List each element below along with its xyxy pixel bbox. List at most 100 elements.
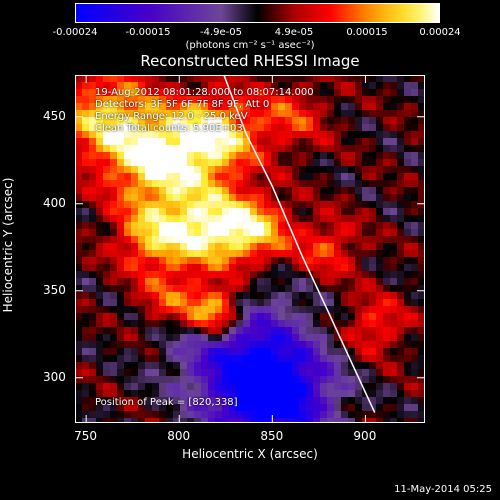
heatmap-cell (222, 397, 229, 404)
heatmap-cell (215, 229, 222, 236)
heatmap-cell (138, 341, 145, 348)
heatmap-cell (404, 180, 411, 187)
heatmap-cell (131, 250, 138, 257)
heatmap-cell (131, 187, 138, 194)
heatmap-cell (159, 166, 166, 173)
heatmap-cell (404, 152, 411, 159)
heatmap-cell (103, 264, 110, 271)
heatmap-cell (75, 264, 82, 271)
heatmap-cell (194, 201, 201, 208)
heatmap-cell (411, 173, 418, 180)
heatmap-cell (215, 299, 222, 306)
heatmap-cell (201, 404, 208, 411)
heatmap-cell (397, 271, 404, 278)
heatmap-cell (215, 278, 222, 285)
heatmap-cell (201, 271, 208, 278)
heatmap-cell (313, 110, 320, 117)
heatmap-cell (250, 229, 257, 236)
heatmap-cell (222, 243, 229, 250)
heatmap-cell (243, 250, 250, 257)
heatmap-cell (96, 320, 103, 327)
heatmap-cell (341, 257, 348, 264)
heatmap-cell (124, 404, 131, 411)
heatmap-cell (138, 180, 145, 187)
heatmap-cell (194, 103, 201, 110)
heatmap-cell (82, 285, 89, 292)
heatmap-cell (96, 362, 103, 369)
heatmap-cell (411, 75, 418, 82)
heatmap-cell (89, 124, 96, 131)
heatmap-cell (82, 180, 89, 187)
heatmap-cell (278, 229, 285, 236)
heatmap-cell (250, 180, 257, 187)
heatmap-cell (299, 390, 306, 397)
heatmap-cell (159, 362, 166, 369)
heatmap-cell (215, 145, 222, 152)
heatmap-cell (229, 411, 236, 418)
heatmap-cell (96, 292, 103, 299)
heatmap-cell (376, 390, 383, 397)
heatmap-cell (390, 222, 397, 229)
heatmap-cell (271, 194, 278, 201)
heatmap-cell (271, 369, 278, 376)
heatmap-cell (229, 306, 236, 313)
heatmap-cell (320, 271, 327, 278)
heatmap-cell (215, 159, 222, 166)
heatmap-cell (355, 194, 362, 201)
heatmap-cell (89, 110, 96, 117)
heatmap-cell (285, 341, 292, 348)
heatmap-cell (313, 292, 320, 299)
heatmap-cell (96, 327, 103, 334)
heatmap-cell (236, 145, 243, 152)
heatmap-cell (250, 271, 257, 278)
heatmap-cell (222, 110, 229, 117)
heatmap-cell (222, 320, 229, 327)
heatmap-cell (411, 117, 418, 124)
heatmap-cell (173, 348, 180, 355)
heatmap-cell (264, 404, 271, 411)
heatmap-cell (348, 187, 355, 194)
heatmap-cell (278, 404, 285, 411)
heatmap-cell (264, 82, 271, 89)
heatmap-cell (278, 166, 285, 173)
heatmap-cell (369, 138, 376, 145)
heatmap-cell (124, 243, 131, 250)
heatmap-cell (327, 222, 334, 229)
heatmap-cell (313, 327, 320, 334)
heatmap-cell (215, 201, 222, 208)
heatmap-cell (152, 166, 159, 173)
heatmap-cell (103, 145, 110, 152)
heatmap-cell (180, 355, 187, 362)
heatmap-cell (418, 201, 425, 208)
heatmap-cell (383, 75, 390, 82)
heatmap-cell (89, 229, 96, 236)
heatmap-cell (271, 82, 278, 89)
heatmap-cell (278, 180, 285, 187)
heatmap-cell (89, 257, 96, 264)
heatmap-cell (355, 404, 362, 411)
heatmap-cell (334, 131, 341, 138)
heatmap-cell (362, 117, 369, 124)
heatmap-cell (327, 271, 334, 278)
heatmap-cell (334, 236, 341, 243)
heatmap-cell (327, 159, 334, 166)
heatmap-cell (404, 355, 411, 362)
heatmap-cell (271, 180, 278, 187)
heatmap-cell (243, 166, 250, 173)
heatmap-cell (166, 236, 173, 243)
heatmap-cell (369, 306, 376, 313)
heatmap-cell (348, 117, 355, 124)
heatmap-cell (173, 152, 180, 159)
heatmap-cell (327, 320, 334, 327)
heatmap-cell (201, 103, 208, 110)
heatmap-cell (75, 383, 82, 390)
heatmap-cell (166, 75, 173, 82)
heatmap-cell (117, 404, 124, 411)
heatmap-cell (257, 320, 264, 327)
heatmap-cell (152, 229, 159, 236)
heatmap-cell (376, 348, 383, 355)
heatmap-cell (257, 194, 264, 201)
heatmap-cell (292, 334, 299, 341)
heatmap-cell (376, 103, 383, 110)
heatmap-cell (103, 257, 110, 264)
